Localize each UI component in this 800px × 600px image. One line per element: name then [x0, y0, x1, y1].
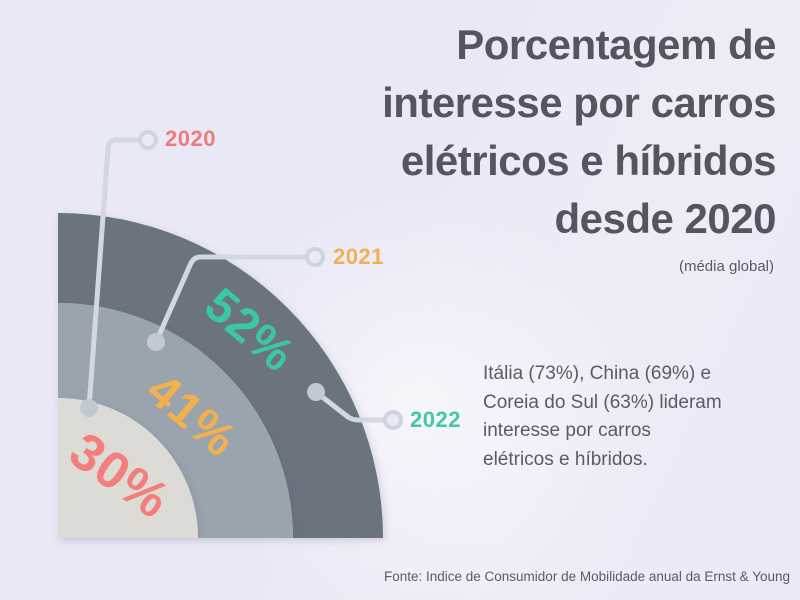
ring-2021	[58, 303, 293, 538]
year-label-2021: 2021	[333, 244, 384, 269]
page-title: Porcentagem de interesse por carros elét…	[382, 21, 776, 242]
year-label-2022: 2022	[410, 407, 461, 432]
callout-line-2022	[313, 389, 386, 423]
callout-dot-2022	[307, 383, 325, 401]
callout-endpoint-circle-2021	[305, 247, 325, 267]
annotation-text: Itália (73%), China (69%) e Coreia do Su…	[483, 363, 722, 470]
callout-line-2021	[153, 254, 308, 345]
callout-dot-2020	[80, 399, 98, 417]
page-subtitle: (média global)	[678, 258, 774, 275]
year-label-2020: 2020	[165, 126, 216, 151]
source-credit: Fonte: Indice de Consumidor de Mobilidad…	[383, 569, 790, 584]
callout-dot-2021	[147, 333, 165, 351]
callout-endpoint-circle-2022	[383, 410, 403, 430]
ring-2022	[58, 213, 383, 538]
callout-endpoint-circle-2020	[138, 130, 158, 150]
ring-2020	[58, 398, 198, 538]
callout-line-2020	[86, 137, 141, 411]
